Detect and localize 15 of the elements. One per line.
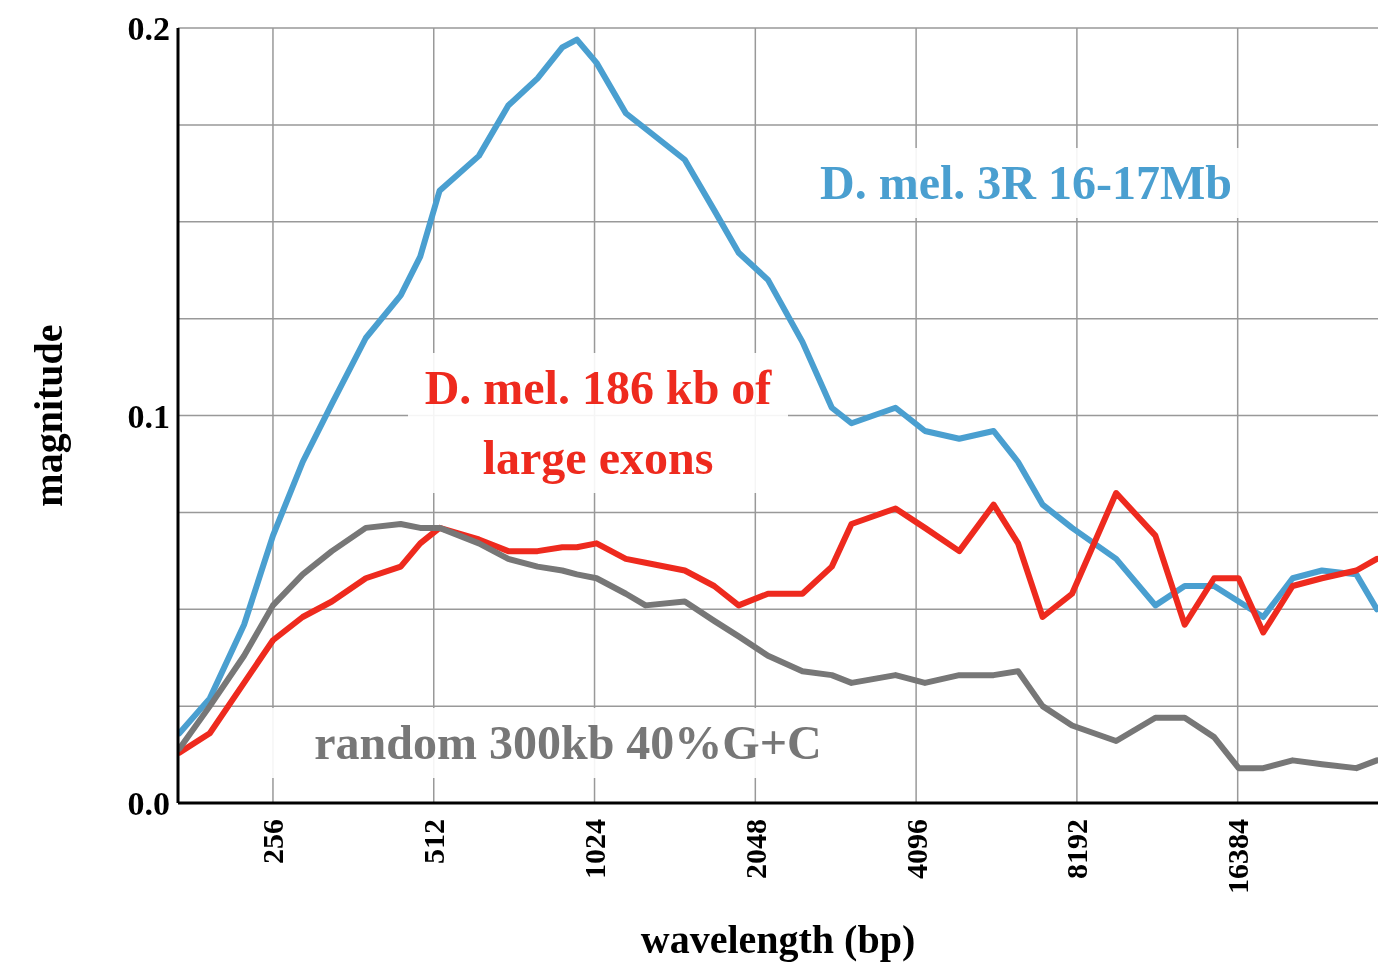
x-tick-label: 4096 bbox=[899, 819, 933, 879]
y-tick-label: 0.2 bbox=[127, 10, 170, 48]
y-tick-label: 0.0 bbox=[127, 785, 170, 823]
x-tick-label: 1024 bbox=[578, 819, 612, 879]
x-tick-label: 256 bbox=[256, 819, 290, 864]
x-tick-label: 512 bbox=[417, 819, 451, 864]
series-label: random 300kb 40%G+C bbox=[248, 708, 888, 778]
x-tick-label: 2048 bbox=[738, 819, 772, 879]
series-label: D. mel. 186 kb of large exons bbox=[408, 353, 788, 493]
y-axis-title: magnitude bbox=[26, 324, 72, 507]
y-tick-label: 0.1 bbox=[127, 397, 170, 435]
x-axis-title: wavelength (bp) bbox=[640, 917, 916, 962]
x-tick-label: 16384 bbox=[1221, 819, 1255, 894]
x-tick-label: 8192 bbox=[1060, 819, 1094, 879]
series-label: D. mel. 3R 16-17Mb bbox=[766, 148, 1286, 218]
